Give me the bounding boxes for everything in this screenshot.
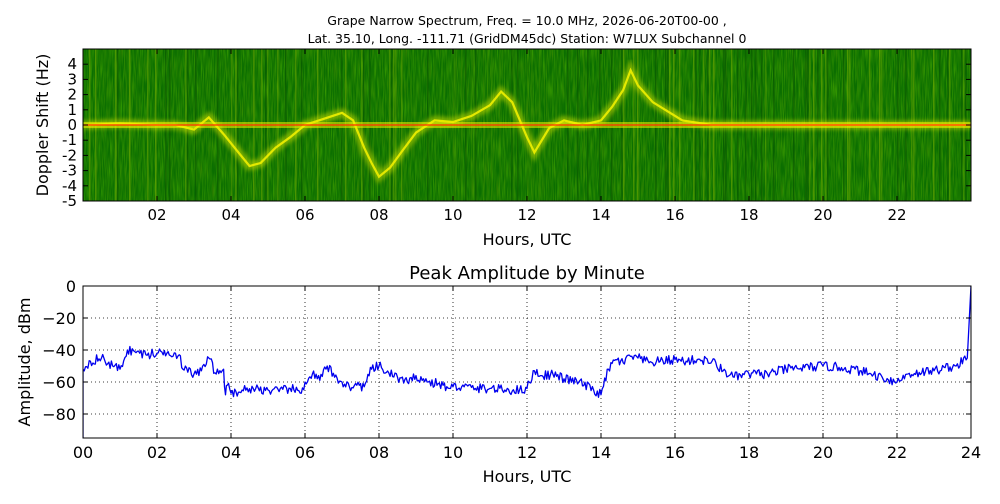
amplitude-x-tick-label: 04 <box>221 443 241 462</box>
spectrum-y-tick-label: 4 <box>67 55 77 73</box>
spectrum-x-tick-label: 06 <box>295 206 314 224</box>
spectrum-y-tick-label: -1 <box>62 131 77 149</box>
amplitude-x-tick-label: 08 <box>369 443 389 462</box>
amplitude-x-tick-label: 06 <box>295 443 315 462</box>
amplitude-y-tick-label: −80 <box>42 405 76 424</box>
spectrum-y-tick-label: -4 <box>62 177 77 195</box>
amplitude-x-label: Hours, UTC <box>483 467 572 486</box>
amplitude-y-tick-label: 0 <box>66 277 76 296</box>
spectrum-x-tick-label: 04 <box>221 206 240 224</box>
spectrum-y-tick-label: 0 <box>67 116 77 134</box>
spectrum-y-tick-label: -2 <box>62 146 77 164</box>
amplitude-x-tick-label: 12 <box>517 443 537 462</box>
doppler-trace-layer <box>83 58 971 184</box>
amplitude-series-line <box>83 286 971 438</box>
spectrum-x-tick-label: 20 <box>813 206 832 224</box>
amplitude-x-tick-label: 22 <box>887 443 907 462</box>
amplitude-y-label: Amplitude, dBm <box>15 298 34 427</box>
spectrum-x-tick-label: 10 <box>443 206 462 224</box>
amplitude-x-ticks: 00 02 04 06 08 10 12 14 16 18 20 22 24 <box>73 286 981 462</box>
spectrum-x-tick-label: 16 <box>665 206 684 224</box>
spectrum-x-tick-label: 08 <box>369 206 388 224</box>
spectrum-y-label: Doppler Shift (Hz) <box>33 54 52 197</box>
amplitude-x-tick-label: 24 <box>961 443 981 462</box>
amplitude-x-tick-label: 14 <box>591 443 611 462</box>
spectrum-y-tick-label: -5 <box>62 192 77 210</box>
spectrum-y-tick-label: 2 <box>67 86 77 104</box>
amplitude-y-tick-label: −40 <box>42 341 76 360</box>
spectrum-title-line1: Grape Narrow Spectrum, Freq. = 10.0 MHz,… <box>327 13 726 28</box>
spectrum-x-ticks: 02 04 06 08 10 12 14 16 18 20 22 <box>147 49 907 224</box>
spectrum-y-tick-label: -3 <box>62 162 77 180</box>
amplitude-title: Peak Amplitude by Minute <box>409 263 645 284</box>
spectrum-y-tick-label: 1 <box>67 101 77 119</box>
amplitude-x-tick-label: 18 <box>739 443 759 462</box>
spectrum-x-tick-label: 22 <box>887 206 906 224</box>
amplitude-x-tick-label: 10 <box>443 443 463 462</box>
amplitude-y-ticks: 0 −20 −40 −60 −80 <box>42 277 971 424</box>
amplitude-x-tick-label: 00 <box>73 443 93 462</box>
spectrum-x-label: Hours, UTC <box>483 230 572 249</box>
spectrum-y-tick-label: 3 <box>67 70 77 88</box>
spectrum-x-tick-label: 14 <box>591 206 610 224</box>
spectrum-x-tick-label: 12 <box>517 206 536 224</box>
spectrum-x-tick-label: 18 <box>739 206 758 224</box>
amplitude-y-tick-label: −20 <box>42 309 76 328</box>
spectrum-x-tick-label: 02 <box>147 206 166 224</box>
amplitude-x-tick-label: 02 <box>147 443 167 462</box>
amplitude-y-tick-label: −60 <box>42 373 76 392</box>
spectrum-title-line2: Lat. 35.10, Long. -111.71 (GridDM45dc) S… <box>308 31 747 46</box>
amplitude-x-tick-label: 20 <box>813 443 833 462</box>
amplitude-x-tick-label: 16 <box>665 443 685 462</box>
